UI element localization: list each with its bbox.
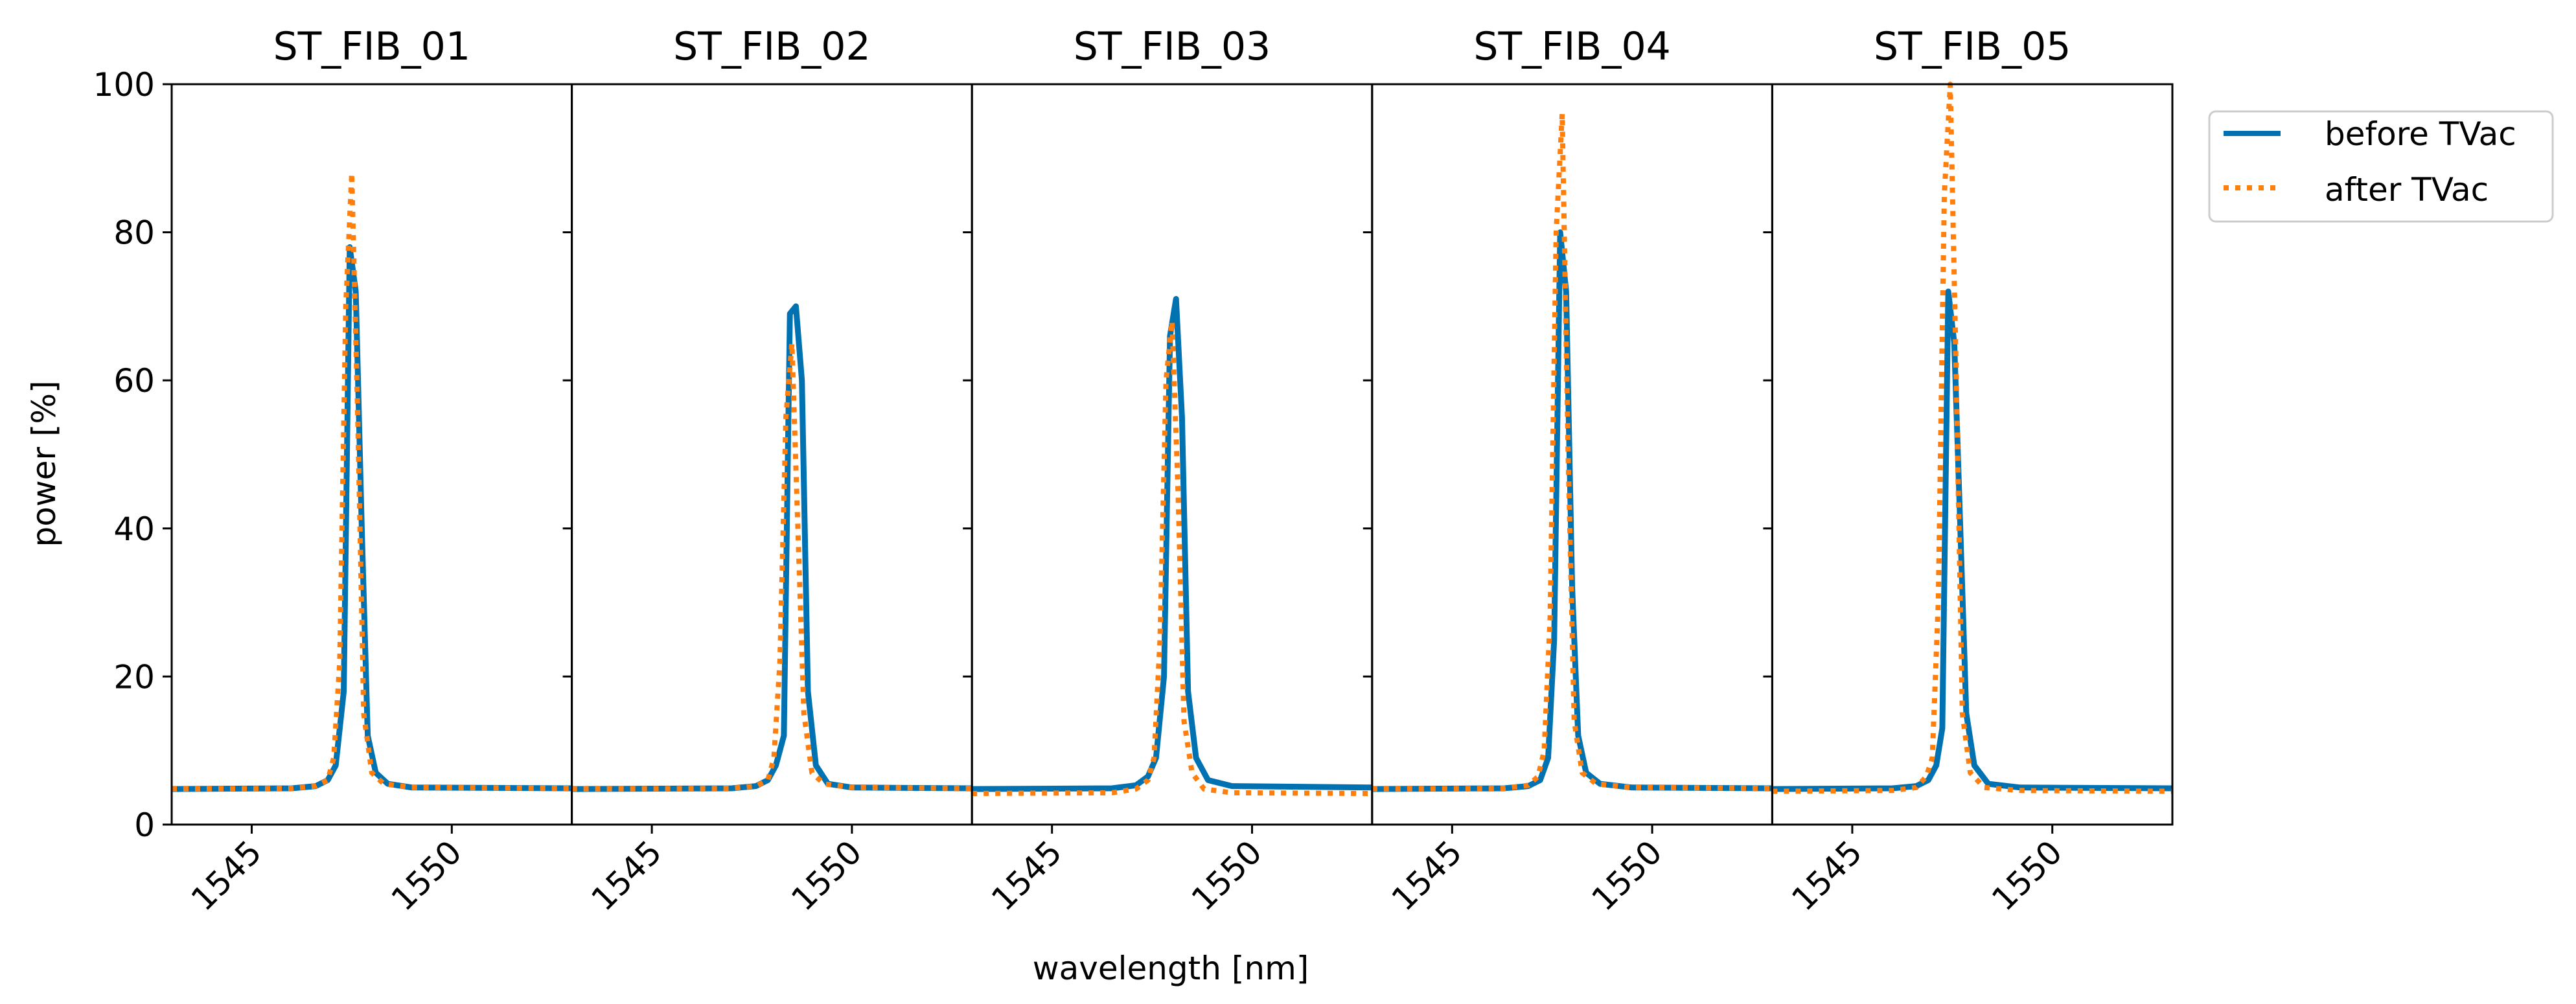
legend-label-after: after TVac (2325, 171, 2489, 209)
series-line-after (571, 341, 972, 792)
panel-title: ST_FIB_01 (273, 24, 470, 69)
series-line-before (571, 303, 972, 792)
y-tick-label: 100 (93, 66, 155, 104)
y-tick-label: 80 (113, 214, 155, 252)
y-tick-label: 0 (134, 806, 155, 844)
panel-frame (1771, 83, 2174, 826)
series-line-before (1772, 288, 2172, 792)
y-axis-label: power [%] (25, 381, 63, 547)
series-line-after (972, 318, 1372, 796)
legend: before TVac after TVac (2208, 110, 2554, 223)
panel-title: ST_FIB_03 (1074, 24, 1271, 69)
legend-frame (2208, 110, 2554, 223)
series-line-after (172, 170, 572, 792)
y-tick-label: 60 (113, 362, 155, 400)
series-line-after (1772, 82, 2172, 794)
panel-title: ST_FIB_04 (1473, 24, 1670, 69)
series-line-after (1372, 111, 1773, 792)
series-line-before (172, 244, 572, 792)
x-axis-label: wavelength [nm] (1033, 950, 1309, 987)
y-tick-label: 40 (113, 510, 155, 548)
series-line-before (972, 296, 1372, 792)
panel-title: ST_FIB_05 (1874, 24, 2071, 69)
panel-title: ST_FIB_02 (673, 24, 870, 69)
y-tick-label: 20 (113, 658, 155, 696)
legend-label-before: before TVac (2325, 115, 2516, 153)
